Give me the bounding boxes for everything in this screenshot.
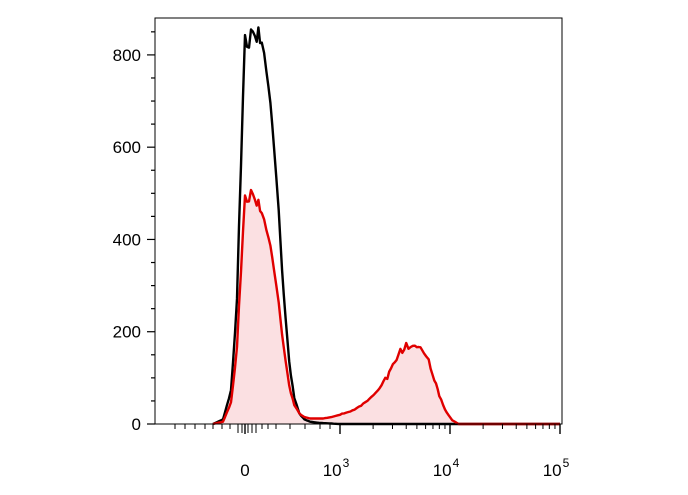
y-tick-label: 400	[113, 230, 141, 249]
x-tick-label: 104	[433, 456, 460, 480]
series-1-fill	[213, 190, 560, 424]
y-tick-label: 0	[132, 415, 141, 434]
y-tick-label: 800	[113, 46, 141, 65]
plot-frame	[154, 17, 563, 425]
y-tick-label: 600	[113, 138, 141, 157]
axis-layer: 0 200 400 600 800 0 103 104 105	[113, 17, 570, 480]
x-tick-label: 103	[323, 456, 350, 480]
plot-layer	[212, 26, 560, 426]
x-tick-label: 105	[543, 456, 570, 480]
y-tick-label: 200	[113, 323, 141, 342]
x-tick-label: 0	[240, 461, 249, 480]
